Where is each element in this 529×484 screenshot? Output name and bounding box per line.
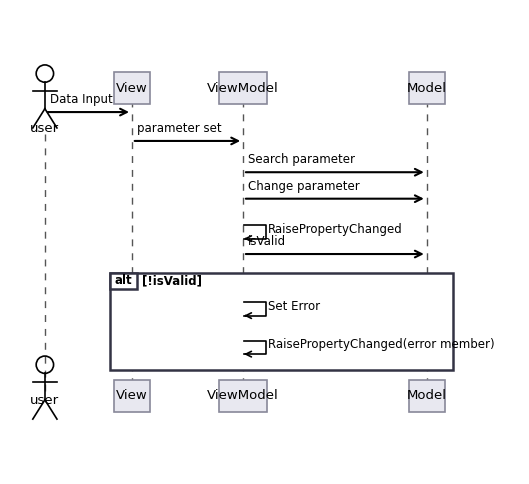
FancyBboxPatch shape xyxy=(110,273,453,369)
Text: Model: Model xyxy=(407,81,446,94)
Text: Data Input: Data Input xyxy=(50,93,113,106)
FancyBboxPatch shape xyxy=(114,380,150,411)
Text: Search parameter: Search parameter xyxy=(248,153,355,166)
Text: ViewModel: ViewModel xyxy=(207,81,279,94)
Text: View: View xyxy=(116,390,148,403)
Text: RaisePropertyChanged(error member): RaisePropertyChanged(error member) xyxy=(268,338,495,351)
Text: Change parameter: Change parameter xyxy=(248,180,360,193)
Text: [!isValid]: [!isValid] xyxy=(142,274,202,287)
Text: parameter set: parameter set xyxy=(136,122,221,135)
FancyBboxPatch shape xyxy=(408,73,445,104)
FancyBboxPatch shape xyxy=(219,73,267,104)
Text: RaisePropertyChanged: RaisePropertyChanged xyxy=(268,223,403,236)
Text: ViewModel: ViewModel xyxy=(207,390,279,403)
Text: Model: Model xyxy=(407,390,446,403)
Text: user: user xyxy=(30,121,59,135)
Text: alt: alt xyxy=(115,274,132,287)
FancyBboxPatch shape xyxy=(114,73,150,104)
Text: isValid: isValid xyxy=(248,235,286,248)
FancyBboxPatch shape xyxy=(110,273,136,288)
Text: Set Error: Set Error xyxy=(268,300,320,313)
Text: View: View xyxy=(116,81,148,94)
FancyBboxPatch shape xyxy=(219,380,267,411)
FancyBboxPatch shape xyxy=(408,380,445,411)
Text: user: user xyxy=(30,393,59,407)
